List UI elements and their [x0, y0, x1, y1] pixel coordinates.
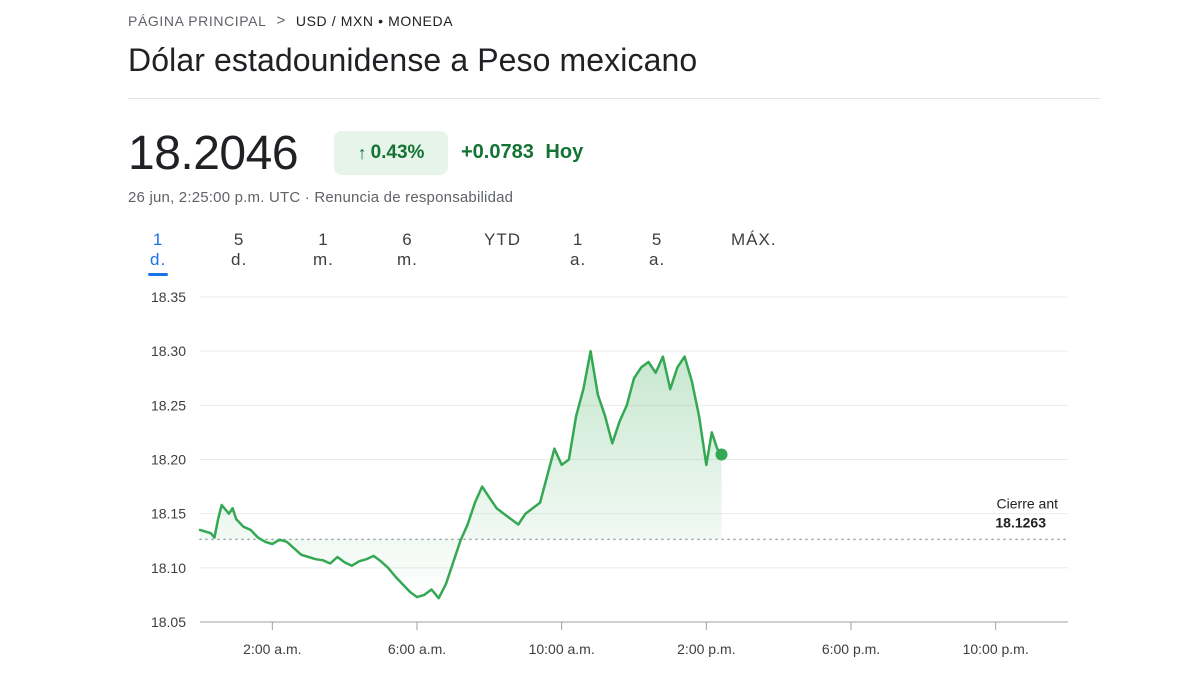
- disclaimer-link[interactable]: Renuncia de responsabilidad: [314, 189, 514, 206]
- breadcrumb-current: USD / MXN • MONEDA: [295, 12, 454, 29]
- y-tick-label: 18.30: [151, 343, 186, 359]
- price-area: [200, 351, 722, 599]
- y-tick-label: 18.25: [151, 397, 186, 413]
- y-tick-label: 18.05: [151, 614, 186, 630]
- x-tick-label: 10:00 a.m.: [529, 641, 595, 657]
- tab-6m[interactable]: 6 m.: [397, 230, 418, 269]
- percent-change-badge: ↑ 0.43%: [334, 131, 448, 175]
- tab-1y[interactable]: 1 a.: [570, 230, 587, 269]
- breadcrumb: PÁGINA PRINCIPAL > USD / MXN • MONEDA: [128, 12, 453, 29]
- x-tick-label: 10:00 p.m.: [963, 641, 1029, 657]
- x-tick-label: 2:00 a.m.: [243, 641, 301, 657]
- y-tick-label: 18.15: [151, 506, 186, 522]
- y-tick-label: 18.10: [151, 560, 186, 576]
- percent-change-value: 0.43%: [370, 142, 425, 163]
- current-price: 18.2046: [128, 127, 299, 180]
- timestamp-separator: ·: [300, 189, 315, 206]
- quote-timestamp: 26 jun, 2:25:00 p.m. UTC: [128, 189, 301, 206]
- price-line: [198, 349, 723, 600]
- tab-1m[interactable]: 1 m.: [313, 230, 334, 269]
- quote-timestamp-row: 26 jun, 2:25:00 p.m. UTC · Renuncia de r…: [128, 189, 513, 206]
- current-price-dot: [715, 448, 728, 461]
- x-tick-label: 6:00 p.m.: [822, 641, 880, 657]
- x-tick-label: 2:00 p.m.: [677, 641, 735, 657]
- tab-1d[interactable]: 1 d.: [147, 228, 169, 276]
- chevron-right-icon: >: [276, 12, 286, 29]
- change-period: Hoy: [545, 141, 584, 163]
- header-divider: [128, 98, 1100, 99]
- tab-max[interactable]: MÁX.: [731, 230, 777, 249]
- page-title: Dólar estadounidense a Peso mexicano: [128, 42, 698, 78]
- y-tick-label: 18.20: [151, 452, 186, 468]
- change-value: +0.0783: [461, 141, 534, 163]
- tab-5y[interactable]: 5 a.: [649, 230, 666, 269]
- previous-close-value: 18.1263: [995, 514, 1046, 530]
- price-chart[interactable]: 18.05 18.10 18.15 18.20 18.25 18.30 18.35 2:00…: [0, 270, 1200, 670]
- y-tick-label: 18.35: [151, 289, 186, 305]
- x-tick-label: 6:00 a.m.: [388, 641, 446, 657]
- breadcrumb-home-link[interactable]: PÁGINA PRINCIPAL: [128, 12, 267, 29]
- arrow-up-icon: ↑: [357, 142, 367, 163]
- absolute-change: +0.0783 Hoy: [461, 141, 583, 164]
- tab-ytd[interactable]: YTD: [484, 230, 521, 249]
- tab-5d[interactable]: 5 d.: [231, 230, 248, 269]
- previous-close-label: Cierre ant: [997, 495, 1059, 511]
